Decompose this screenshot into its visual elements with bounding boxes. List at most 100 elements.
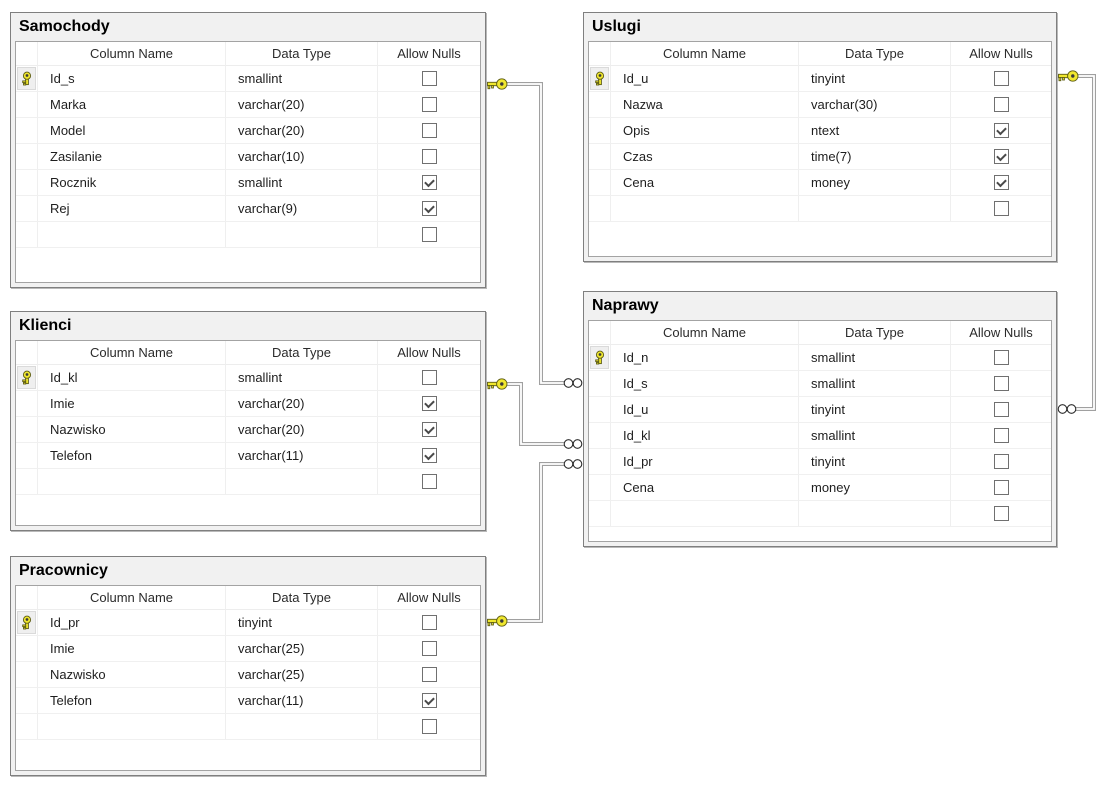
column-row[interactable]: Czas time(7) [589,144,1051,170]
allow-nulls-checkbox[interactable] [421,175,437,190]
allow-nulls-checkbox[interactable] [993,480,1009,495]
column-row[interactable]: Id_s smallint [589,371,1051,397]
table-title[interactable]: Naprawy [592,297,659,314]
row-selector-cell[interactable] [589,501,611,526]
empty-column-row[interactable] [16,469,480,495]
row-selector-cell[interactable] [16,92,38,117]
relationship-Uslugi-Naprawy[interactable] [1057,70,1096,414]
row-selector-cell[interactable] [16,118,38,143]
relationship-line[interactable] [507,82,564,385]
allow-nulls-checkbox[interactable] [421,693,437,708]
table-window-naprawy[interactable]: Naprawy Column Name Data Type Allow Null… [583,291,1057,547]
column-row[interactable]: Imie varchar(20) [16,391,480,417]
allow-nulls-checkbox[interactable] [993,402,1009,417]
column-row[interactable]: Id_u tinyint [589,397,1051,423]
empty-column-row[interactable] [589,196,1051,222]
allow-nulls-checkbox[interactable] [993,350,1009,365]
row-selector-cell[interactable] [16,196,38,221]
allow-nulls-checkbox[interactable] [993,175,1009,190]
relationship-line[interactable] [1076,74,1096,411]
relationship-line[interactable] [507,382,564,446]
row-selector-cell[interactable] [16,391,38,416]
row-selector-cell[interactable] [16,144,38,169]
allow-nulls-checkbox[interactable] [421,641,437,656]
column-row[interactable]: Zasilanie varchar(10) [16,144,480,170]
allow-nulls-checkbox[interactable] [421,149,437,164]
column-row[interactable]: Id_pr tinyint [16,610,480,636]
column-row[interactable]: Rej varchar(9) [16,196,480,222]
relationship-Samochody-Naprawy[interactable] [487,78,583,388]
table-window-samochody[interactable]: Samochody Column Name Data Type Allow Nu… [10,12,486,288]
column-row[interactable]: Id_s smallint [16,66,480,92]
column-row[interactable]: Nazwisko varchar(25) [16,662,480,688]
allow-nulls-checkbox[interactable] [993,97,1009,112]
row-selector-cell[interactable] [589,371,611,396]
row-selector-cell[interactable] [16,636,38,661]
allow-nulls-checkbox[interactable] [993,149,1009,164]
allow-nulls-checkbox[interactable] [993,506,1009,521]
row-selector-cell[interactable] [589,397,611,422]
allow-nulls-checkbox[interactable] [993,454,1009,469]
row-selector-cell[interactable] [16,170,38,195]
column-row[interactable]: Marka varchar(20) [16,92,480,118]
row-selector-cell[interactable] [16,714,38,739]
allow-nulls-checkbox[interactable] [993,428,1009,443]
empty-column-row[interactable] [16,222,480,248]
row-selector-cell[interactable] [589,449,611,474]
allow-nulls-checkbox[interactable] [421,123,437,138]
row-selector-cell[interactable] [589,144,611,169]
allow-nulls-checkbox[interactable] [421,719,437,734]
column-row[interactable]: Id_n smallint [589,345,1051,371]
column-row[interactable]: Cena money [589,475,1051,501]
allow-nulls-checkbox[interactable] [993,71,1009,86]
row-selector-cell[interactable] [16,365,38,390]
row-selector-cell[interactable] [16,469,38,494]
row-selector-cell[interactable] [16,66,38,91]
row-selector-cell[interactable] [589,475,611,500]
row-selector-cell[interactable] [16,443,38,468]
row-selector-cell[interactable] [16,610,38,635]
empty-column-row[interactable] [16,714,480,740]
allow-nulls-checkbox[interactable] [421,615,437,630]
column-row[interactable]: Rocznik smallint [16,170,480,196]
relationship-Pracownicy-Naprawy[interactable] [487,459,583,627]
allow-nulls-checkbox[interactable] [421,227,437,242]
column-row[interactable]: Telefon varchar(11) [16,443,480,469]
table-window-pracownicy[interactable]: Pracownicy Column Name Data Type Allow N… [10,556,486,776]
column-row[interactable]: Id_u tinyint [589,66,1051,92]
column-row[interactable]: Id_pr tinyint [589,449,1051,475]
column-row[interactable]: Id_kl smallint [16,365,480,391]
row-selector-cell[interactable] [589,66,611,91]
allow-nulls-checkbox[interactable] [421,667,437,682]
row-selector-cell[interactable] [16,662,38,687]
empty-column-row[interactable] [589,501,1051,527]
allow-nulls-checkbox[interactable] [421,201,437,216]
allow-nulls-checkbox[interactable] [993,376,1009,391]
allow-nulls-checkbox[interactable] [421,370,437,385]
row-selector-cell[interactable] [589,92,611,117]
row-selector-cell[interactable] [16,688,38,713]
allow-nulls-checkbox[interactable] [421,71,437,86]
allow-nulls-checkbox[interactable] [421,396,437,411]
row-selector-cell[interactable] [16,222,38,247]
column-row[interactable]: Id_kl smallint [589,423,1051,449]
table-title[interactable]: Samochody [19,18,110,35]
allow-nulls-checkbox[interactable] [421,422,437,437]
relationship-Klienci-Naprawy[interactable] [487,378,583,449]
table-title[interactable]: Pracownicy [19,562,108,579]
allow-nulls-checkbox[interactable] [421,97,437,112]
column-row[interactable]: Model varchar(20) [16,118,480,144]
allow-nulls-checkbox[interactable] [993,123,1009,138]
row-selector-cell[interactable] [589,170,611,195]
row-selector-cell[interactable] [589,345,611,370]
allow-nulls-checkbox[interactable] [421,474,437,489]
column-row[interactable]: Nazwa varchar(30) [589,92,1051,118]
row-selector-cell[interactable] [589,423,611,448]
table-window-klienci[interactable]: Klienci Column Name Data Type Allow Null… [10,311,486,531]
row-selector-cell[interactable] [16,417,38,442]
row-selector-cell[interactable] [589,118,611,143]
column-row[interactable]: Nazwisko varchar(20) [16,417,480,443]
column-row[interactable]: Imie varchar(25) [16,636,480,662]
table-title[interactable]: Klienci [19,317,72,334]
table-title[interactable]: Uslugi [592,18,641,35]
